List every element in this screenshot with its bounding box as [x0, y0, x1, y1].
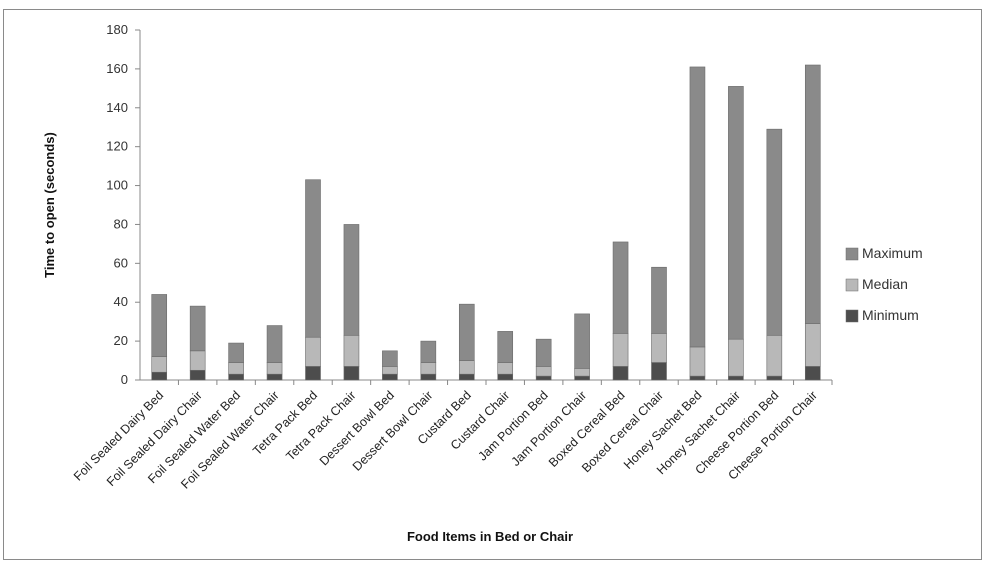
- bar-segment-maximum: [305, 179, 321, 338]
- bar-segment-minimum: [612, 366, 629, 381]
- bar-segment-minimum: [266, 373, 283, 381]
- bar-segment-minimum: [228, 373, 244, 381]
- y-tick-label: 160: [106, 61, 128, 76]
- bar-segment-maximum: [689, 66, 706, 348]
- bar-segment-median: [343, 334, 360, 367]
- bar-segment-maximum: [151, 294, 168, 357]
- bar-segment-maximum: [804, 64, 821, 324]
- bar-segment-minimum: [535, 375, 552, 381]
- bar-segment-median: [804, 323, 821, 367]
- bar-segment-median: [612, 333, 629, 367]
- legend-swatch-minimum: [845, 309, 859, 323]
- legend-label-maximum: Maximum: [862, 245, 923, 261]
- bar-segment-maximum: [574, 313, 590, 369]
- bar-segment-minimum: [343, 366, 360, 381]
- bar-segment-minimum: [651, 362, 667, 381]
- y-tick-label: 20: [114, 333, 128, 348]
- bar-segment-minimum: [189, 369, 206, 381]
- bar-segment-median: [574, 368, 590, 377]
- bar-segment-minimum: [420, 373, 437, 381]
- bar-segment-maximum: [458, 303, 475, 361]
- bar-segment-minimum: [151, 371, 168, 381]
- bar-segment-median: [689, 346, 706, 377]
- bar-segment-minimum: [728, 375, 744, 381]
- bar-segment-median: [651, 333, 667, 363]
- y-axis-title: Time to open (seconds): [42, 132, 57, 278]
- bar-segment-minimum: [689, 375, 706, 381]
- x-tick-label: Jam Portion Bed: [476, 388, 551, 463]
- legend: Maximum Median Minimum: [845, 245, 923, 323]
- bar-segment-median: [535, 366, 552, 377]
- y-tick-label: 100: [106, 178, 128, 193]
- bar-segment-median: [266, 362, 283, 375]
- bar-segment-minimum: [766, 375, 783, 381]
- legend-label-median: Median: [862, 276, 908, 292]
- bar-segment-minimum: [305, 366, 321, 381]
- bar-segment-maximum: [228, 342, 244, 363]
- bar-segment-maximum: [728, 86, 744, 340]
- bar-segment-median: [766, 334, 783, 377]
- bar-segment-maximum: [189, 305, 206, 352]
- y-tick-label: 140: [106, 100, 128, 115]
- x-axis-title: Food Items in Bed or Chair: [407, 529, 573, 544]
- bars: [151, 64, 821, 381]
- bar-segment-minimum: [804, 366, 821, 381]
- y-tick-label: 40: [114, 294, 128, 309]
- bar-segment-minimum: [458, 373, 475, 381]
- y-tick-label: 120: [106, 139, 128, 154]
- bar-segment-minimum: [382, 373, 398, 381]
- bar-segment-maximum: [266, 325, 283, 363]
- bar-segment-median: [458, 360, 475, 375]
- legend-label-minimum: Minimum: [862, 307, 919, 323]
- bar-segment-maximum: [612, 241, 629, 334]
- bar-segment-maximum: [497, 331, 514, 363]
- bar-segment-median: [420, 362, 437, 375]
- bar-segment-median: [497, 362, 514, 375]
- y-tick-label: 0: [121, 372, 128, 387]
- bar-segment-maximum: [343, 224, 360, 336]
- bar-segment-maximum: [766, 128, 783, 336]
- chart-frame: 0 20 40 60 80 100 120 140 160 180 Foil Sealed Dair…: [3, 9, 982, 560]
- bar-segment-median: [151, 356, 168, 373]
- y-tick-label: 180: [106, 22, 128, 37]
- bar-segment-minimum: [497, 373, 514, 381]
- bar-segment-median: [728, 338, 744, 377]
- bar-segment-minimum: [574, 375, 590, 381]
- bar-segment-maximum: [420, 340, 437, 363]
- bar-segment-median: [305, 336, 321, 367]
- legend-swatch-median: [845, 278, 859, 292]
- y-tick-label: 60: [114, 255, 128, 270]
- axes: [135, 29, 833, 385]
- legend-swatch-maximum: [845, 247, 859, 261]
- bar-segment-maximum: [651, 266, 667, 334]
- bar-segment-maximum: [535, 338, 552, 367]
- y-tick-label: 80: [114, 216, 128, 231]
- bar-segment-median: [382, 366, 398, 375]
- bar-segment-median: [228, 362, 244, 375]
- x-tick-label: Tetra Pack Chair: [283, 388, 358, 463]
- bar-segment-median: [189, 350, 206, 371]
- bar-segment-maximum: [382, 350, 398, 367]
